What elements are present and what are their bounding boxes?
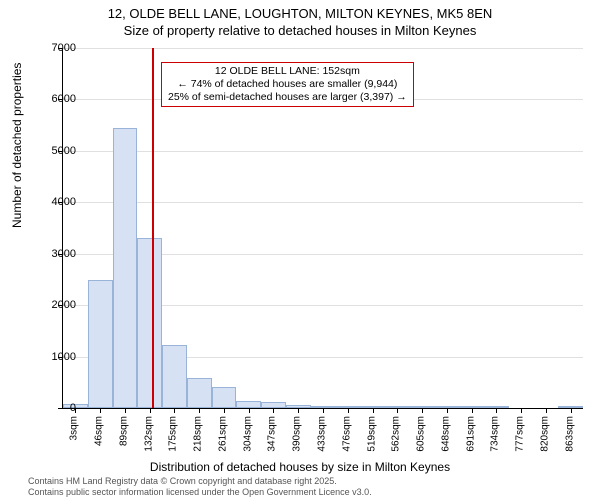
xtick-mark — [298, 408, 299, 413]
xtick-mark — [422, 408, 423, 413]
xtick-mark — [348, 408, 349, 413]
xtick-mark — [496, 408, 497, 413]
xtick-mark — [323, 408, 324, 413]
chart-area: 12 OLDE BELL LANE: 152sqm← 74% of detach… — [62, 48, 582, 408]
xtick-mark — [199, 408, 200, 413]
y-axis-label: Number of detached properties — [10, 63, 24, 228]
xtick-label: 132sqm — [143, 416, 154, 452]
property-marker-line — [152, 48, 154, 408]
xtick-mark — [174, 408, 175, 413]
xtick-label: 691sqm — [465, 416, 476, 452]
xtick-label: 347sqm — [267, 416, 278, 452]
ytick-label: 3000 — [36, 248, 76, 260]
gridline — [63, 48, 583, 49]
xtick-label: 390sqm — [292, 416, 303, 452]
annotation-box: 12 OLDE BELL LANE: 152sqm← 74% of detach… — [161, 62, 414, 107]
histogram-bar — [113, 128, 138, 408]
annotation-line1: 12 OLDE BELL LANE: 152sqm — [168, 65, 407, 78]
xtick-label: 605sqm — [416, 416, 427, 452]
plot-region: 12 OLDE BELL LANE: 152sqm← 74% of detach… — [62, 48, 583, 409]
ytick-label: 2000 — [36, 299, 76, 311]
chart-title-line2: Size of property relative to detached ho… — [0, 23, 600, 40]
xtick-mark — [224, 408, 225, 413]
histogram-bar — [187, 378, 212, 408]
chart-container: 12, OLDE BELL LANE, LOUGHTON, MILTON KEY… — [0, 0, 600, 500]
xtick-label: 648sqm — [440, 416, 451, 452]
ytick-label: 1000 — [36, 351, 76, 363]
xtick-label: 433sqm — [317, 416, 328, 452]
xtick-label: 562sqm — [391, 416, 402, 452]
xtick-label: 519sqm — [366, 416, 377, 452]
xtick-label: 89sqm — [118, 416, 129, 446]
xtick-mark — [249, 408, 250, 413]
histogram-bar — [88, 280, 113, 408]
ytick-label: 4000 — [36, 196, 76, 208]
histogram-bar — [137, 238, 162, 408]
ytick-label: 6000 — [36, 93, 76, 105]
footer-line1: Contains HM Land Registry data © Crown c… — [28, 476, 372, 487]
xtick-mark — [125, 408, 126, 413]
xtick-label: 820sqm — [539, 416, 550, 452]
xtick-label: 304sqm — [242, 416, 253, 452]
histogram-bar — [162, 345, 187, 408]
xtick-label: 218sqm — [193, 416, 204, 452]
ytick-label: 7000 — [36, 42, 76, 54]
xtick-mark — [397, 408, 398, 413]
xtick-label: 46sqm — [94, 416, 105, 446]
ytick-label: 5000 — [36, 145, 76, 157]
xtick-label: 734sqm — [490, 416, 501, 452]
footer-line2: Contains public sector information licen… — [28, 487, 372, 498]
xtick-mark — [472, 408, 473, 413]
footer-attribution: Contains HM Land Registry data © Crown c… — [28, 476, 372, 498]
chart-title-line1: 12, OLDE BELL LANE, LOUGHTON, MILTON KEY… — [0, 0, 600, 23]
histogram-bar — [212, 387, 237, 408]
xtick-label: 476sqm — [341, 416, 352, 452]
xtick-mark — [546, 408, 547, 413]
gridline — [63, 151, 583, 152]
xtick-mark — [100, 408, 101, 413]
x-axis-label: Distribution of detached houses by size … — [0, 460, 600, 474]
xtick-mark — [273, 408, 274, 413]
xtick-mark — [571, 408, 572, 413]
xtick-label: 3sqm — [69, 416, 80, 440]
xtick-mark — [447, 408, 448, 413]
xtick-label: 863sqm — [564, 416, 575, 452]
histogram-bar — [236, 401, 261, 408]
xtick-mark — [150, 408, 151, 413]
xtick-mark — [521, 408, 522, 413]
annotation-line3: 25% of semi-detached houses are larger (… — [168, 91, 407, 104]
ytick-label: 0 — [36, 402, 76, 414]
xtick-label: 175sqm — [168, 416, 179, 452]
xtick-label: 777sqm — [515, 416, 526, 452]
xtick-mark — [373, 408, 374, 413]
gridline — [63, 202, 583, 203]
xtick-label: 261sqm — [217, 416, 228, 452]
annotation-line2: ← 74% of detached houses are smaller (9,… — [168, 78, 407, 91]
